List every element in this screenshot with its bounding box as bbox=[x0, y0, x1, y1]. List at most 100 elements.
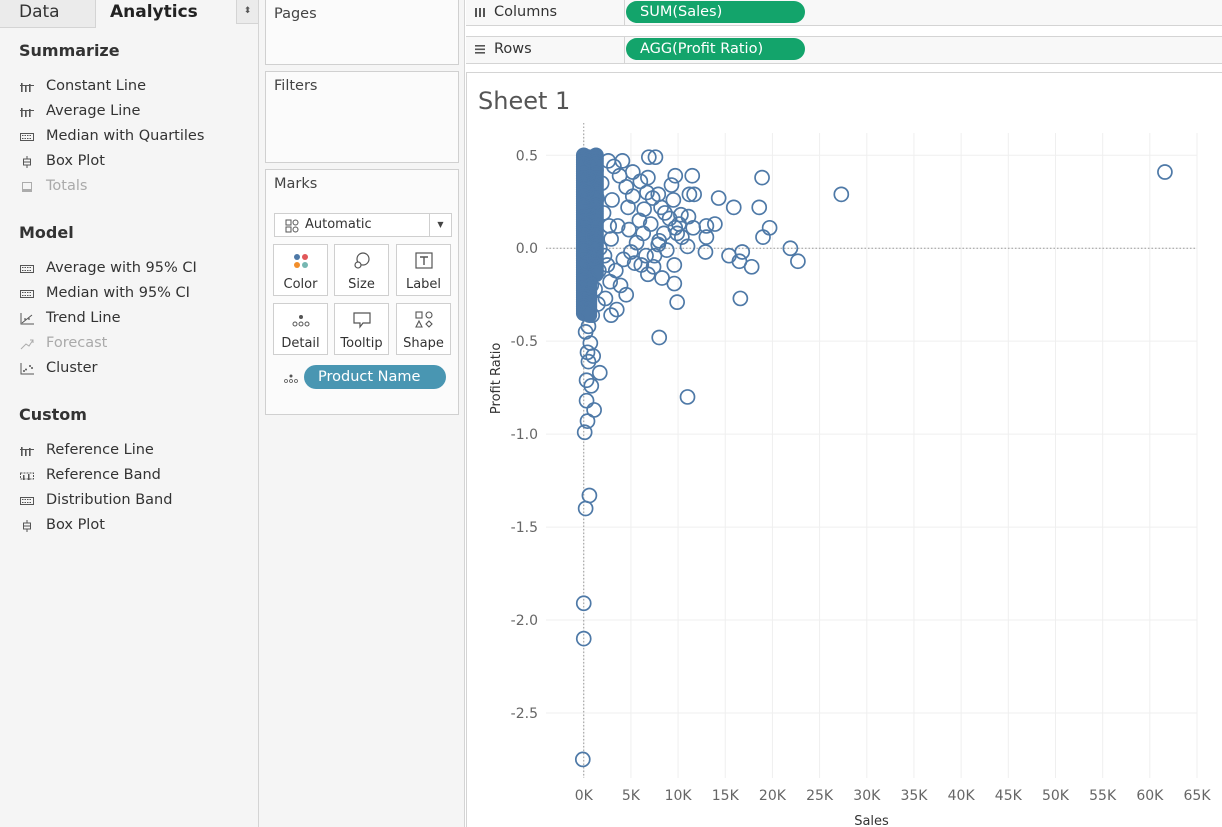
data-point bbox=[661, 210, 678, 227]
data-point bbox=[624, 164, 641, 180]
marks-card: Marks Automatic ▼ Color bbox=[265, 169, 459, 415]
data-point bbox=[578, 292, 595, 309]
y-tick-label: 0.5 bbox=[516, 148, 538, 164]
detail-label: Detail bbox=[281, 336, 320, 351]
worksheet: Sheet 1 0K 5K 10K 15K 20K 25K 30K 35K 40K 45K 50K 5… bbox=[466, 72, 1222, 827]
shape-button[interactable]: Shape bbox=[396, 303, 451, 355]
data-point bbox=[609, 218, 626, 234]
analytics-item-average-with-95-ci[interactable]: Average with 95% CI bbox=[20, 257, 197, 279]
analytics-item-median-with-quartiles[interactable]: Median with Quartiles bbox=[20, 125, 204, 147]
columns-icon bbox=[475, 8, 485, 17]
data-point bbox=[658, 242, 675, 258]
data-point bbox=[671, 216, 687, 232]
y-tick-label: -0.5 bbox=[511, 334, 538, 350]
data-point bbox=[580, 353, 597, 370]
data-point bbox=[761, 219, 778, 236]
shelves-column: Pages Filters Marks Automatic ▼ bbox=[259, 0, 465, 827]
detail-button[interactable]: Detail bbox=[273, 303, 328, 355]
data-point bbox=[579, 413, 596, 429]
data-point bbox=[578, 182, 595, 199]
analytics-item-median-with-95-ci[interactable]: Median with 95% CI bbox=[20, 282, 190, 304]
data-point bbox=[579, 344, 596, 361]
analytics-item-reference-line[interactable]: Reference Line bbox=[20, 439, 154, 461]
tooltip-button[interactable]: Tooltip bbox=[334, 303, 389, 355]
filters-title: Filters bbox=[274, 78, 318, 94]
y-tick-label: -1.5 bbox=[511, 520, 538, 536]
data-point bbox=[751, 199, 768, 216]
x-tick-label: 35K bbox=[900, 788, 928, 804]
analytics-item-box-plot[interactable]: Box Plot bbox=[20, 514, 105, 536]
trend-line-icon bbox=[20, 310, 34, 325]
data-point bbox=[669, 294, 685, 310]
rows-shelf-label: Rows bbox=[466, 37, 625, 63]
x-tick-label: 40K bbox=[948, 788, 976, 804]
analytics-item-label: Reference Band bbox=[46, 467, 161, 483]
scatter-plot[interactable]: 0K 5K 10K 15K 20K 25K 30K 35K 40K 45K 50K 55K 60K 65K… bbox=[467, 73, 1222, 827]
analytics-item-reference-band[interactable]: Reference Band bbox=[20, 464, 161, 486]
data-point bbox=[721, 247, 737, 264]
analytics-item-label: Box Plot bbox=[46, 517, 105, 533]
analytics-pane: Data Analytics ⬍ Summarize Constant Line A… bbox=[0, 0, 259, 827]
label-label: Label bbox=[405, 277, 442, 292]
product-name-pill[interactable]: Product Name bbox=[304, 365, 446, 389]
x-tick-label: 5K bbox=[622, 788, 641, 804]
section-custom: Custom bbox=[19, 405, 87, 424]
analytics-item-totals: Totals bbox=[20, 175, 87, 197]
data-point bbox=[707, 216, 723, 232]
analytics-item-cluster[interactable]: Cluster bbox=[20, 357, 97, 379]
analytics-item-constant-line[interactable]: Constant Line bbox=[20, 75, 146, 97]
data-point bbox=[642, 216, 659, 232]
analytics-item-box-plot[interactable]: Box Plot bbox=[20, 150, 105, 172]
x-tick-label: 25K bbox=[806, 788, 834, 804]
data-point bbox=[620, 199, 636, 216]
marks-title: Marks bbox=[274, 176, 318, 192]
x-axis-label: Sales bbox=[854, 814, 889, 827]
size-button[interactable]: Size bbox=[334, 244, 389, 296]
data-point bbox=[581, 487, 598, 504]
label-button[interactable]: Label bbox=[396, 244, 451, 296]
data-point bbox=[589, 190, 605, 206]
reference-line-icon bbox=[20, 103, 34, 117]
analytics-item-distribution-band[interactable]: Distribution Band bbox=[20, 489, 172, 511]
chevron-down-icon[interactable]: ▼ bbox=[429, 214, 451, 236]
x-tick-label: 50K bbox=[1042, 788, 1070, 804]
tab-analytics[interactable]: Analytics bbox=[96, 0, 236, 28]
pages-shelf[interactable]: Pages bbox=[265, 0, 459, 65]
data-point bbox=[667, 167, 684, 184]
filters-shelf[interactable]: Filters bbox=[265, 71, 459, 163]
data-point bbox=[580, 318, 597, 335]
sum-sales-pill[interactable]: SUM(Sales) bbox=[626, 1, 805, 23]
data-point bbox=[607, 262, 624, 279]
analytics-item-trend-line[interactable]: Trend Line bbox=[20, 307, 121, 329]
data-point bbox=[725, 199, 742, 216]
data-point bbox=[633, 257, 650, 273]
totals-icon bbox=[20, 178, 34, 192]
data-point bbox=[612, 277, 629, 294]
color-button[interactable]: Color bbox=[273, 244, 328, 296]
data-point bbox=[663, 177, 680, 193]
distribution-band-icon bbox=[20, 128, 34, 141]
data-point bbox=[790, 253, 806, 270]
analytics-item-average-line[interactable]: Average Line bbox=[20, 100, 140, 122]
rows-shelf[interactable]: Rows AGG(Profit Ratio) bbox=[466, 36, 1222, 64]
data-point bbox=[626, 255, 643, 271]
forecast-icon bbox=[20, 335, 34, 350]
x-tick-label: 20K bbox=[759, 788, 787, 804]
pane-toggle-button[interactable]: ⬍ bbox=[236, 0, 258, 24]
data-point bbox=[591, 240, 608, 257]
profit-ratio-pill[interactable]: AGG(Profit Ratio) bbox=[626, 38, 805, 60]
data-point bbox=[584, 208, 601, 225]
y-axis-label: Profit Ratio bbox=[489, 343, 504, 414]
y-tick-label: -2.5 bbox=[511, 706, 538, 722]
data-point bbox=[576, 424, 593, 441]
tab-data[interactable]: Data bbox=[0, 0, 96, 28]
shape-icon bbox=[415, 311, 433, 328]
size-label: Size bbox=[348, 277, 375, 292]
columns-shelf[interactable]: Columns SUM(Sales) bbox=[466, 0, 1222, 26]
data-point bbox=[654, 270, 670, 286]
data-point bbox=[623, 244, 639, 260]
mark-type-dropdown[interactable]: Automatic ▼ bbox=[274, 213, 452, 237]
data-point bbox=[665, 192, 682, 208]
data-point bbox=[604, 192, 620, 208]
data-point bbox=[597, 290, 614, 307]
